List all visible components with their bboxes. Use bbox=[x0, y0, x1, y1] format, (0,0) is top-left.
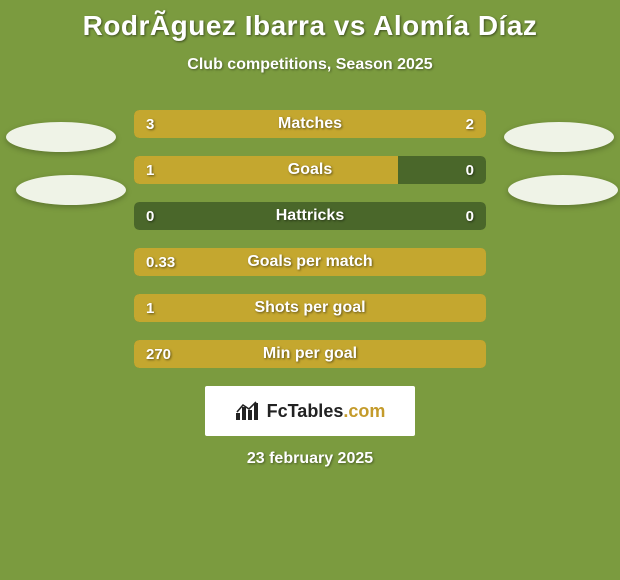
stat-label: Hattricks bbox=[134, 202, 486, 230]
player-right-silhouette-1 bbox=[504, 122, 614, 152]
brand-text: FcTables.com bbox=[267, 401, 386, 422]
brand-box: FcTables.com bbox=[205, 386, 415, 436]
player-right-silhouette-2 bbox=[508, 175, 618, 205]
bar-chart-icon bbox=[235, 401, 261, 421]
brand-text-suffix: .com bbox=[343, 401, 385, 421]
stat-row: 270Min per goal bbox=[134, 340, 486, 368]
stat-label: Shots per goal bbox=[134, 294, 486, 322]
stat-row: 10Goals bbox=[134, 156, 486, 184]
player-left-silhouette-2 bbox=[16, 175, 126, 205]
stat-row: 0.33Goals per match bbox=[134, 248, 486, 276]
page-subtitle: Club competitions, Season 2025 bbox=[0, 56, 620, 74]
stat-label: Goals bbox=[134, 156, 486, 184]
stat-label: Matches bbox=[134, 110, 486, 138]
stat-label: Goals per match bbox=[134, 248, 486, 276]
stat-row: 32Matches bbox=[134, 110, 486, 138]
date-line: 23 february 2025 bbox=[0, 450, 620, 468]
page-title: RodrÃ­guez Ibarra vs Alomía Díaz bbox=[0, 0, 620, 42]
brand-text-prefix: FcTables bbox=[267, 401, 344, 421]
stat-label: Min per goal bbox=[134, 340, 486, 368]
stat-row: 1Shots per goal bbox=[134, 294, 486, 322]
player-left-silhouette-1 bbox=[6, 122, 116, 152]
stat-row: 00Hattricks bbox=[134, 202, 486, 230]
